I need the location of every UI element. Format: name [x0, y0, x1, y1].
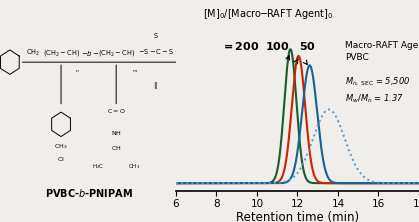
Text: $\mathrm{CH_2}$: $\mathrm{CH_2}$ — [26, 48, 40, 58]
Text: $[\mathrm{M}]_0/[\mathrm{Macro\!\!-\!\!RAFT\ Agent}]_0$: $[\mathrm{M}]_0/[\mathrm{Macro\!\!-\!\!R… — [203, 7, 333, 21]
Text: $\mathrm{C=O}$: $\mathrm{C=O}$ — [107, 107, 126, 115]
Text: $\mathrm{\|}$: $\mathrm{\|}$ — [153, 80, 158, 91]
Text: $_n$: $_n$ — [75, 69, 79, 75]
Text: $\mathrm{Cl}$: $\mathrm{Cl}$ — [57, 155, 65, 163]
X-axis label: Retention time (min): Retention time (min) — [236, 211, 359, 222]
Text: $\mathrm{S}$: $\mathrm{S}$ — [153, 31, 158, 40]
Text: $M_{n,\ \mathrm{SEC}}$ = 5,500
$M_w/M_n$ = 1.37: $M_{n,\ \mathrm{SEC}}$ = 5,500 $M_w/M_n$… — [345, 76, 411, 105]
Text: $-b-$: $-b-$ — [81, 49, 100, 58]
Text: $\mathrm{CH}$: $\mathrm{CH}$ — [111, 144, 122, 152]
Text: PVBC-$b$-PNIPAM: PVBC-$b$-PNIPAM — [45, 187, 132, 199]
Text: $\mathbf{= 200\ \ 100\ \ \ 50}$: $\mathbf{= 200\ \ 100\ \ \ 50}$ — [221, 40, 316, 52]
Text: $_m$: $_m$ — [132, 69, 138, 75]
Text: $\left(\mathrm{CH_2-CH}\right)$: $\left(\mathrm{CH_2-CH}\right)$ — [98, 48, 136, 58]
Text: $\left(\mathrm{CH_2-CH}\right)$: $\left(\mathrm{CH_2-CH}\right)$ — [43, 48, 80, 58]
Text: $\mathrm{CH_3}$: $\mathrm{CH_3}$ — [128, 162, 140, 171]
Text: $\mathrm{-S-C-S-CH_2CH_3}$: $\mathrm{-S-C-S-CH_2CH_3}$ — [138, 48, 208, 58]
Text: $\mathrm{NH}$: $\mathrm{NH}$ — [111, 129, 122, 137]
Text: $\mathrm{CH_3}$: $\mathrm{CH_3}$ — [54, 142, 68, 151]
Text: Macro-RAFT Agent
PVBC: Macro-RAFT Agent PVBC — [345, 41, 419, 62]
Text: $\mathrm{H_2C}$: $\mathrm{H_2C}$ — [92, 162, 105, 171]
